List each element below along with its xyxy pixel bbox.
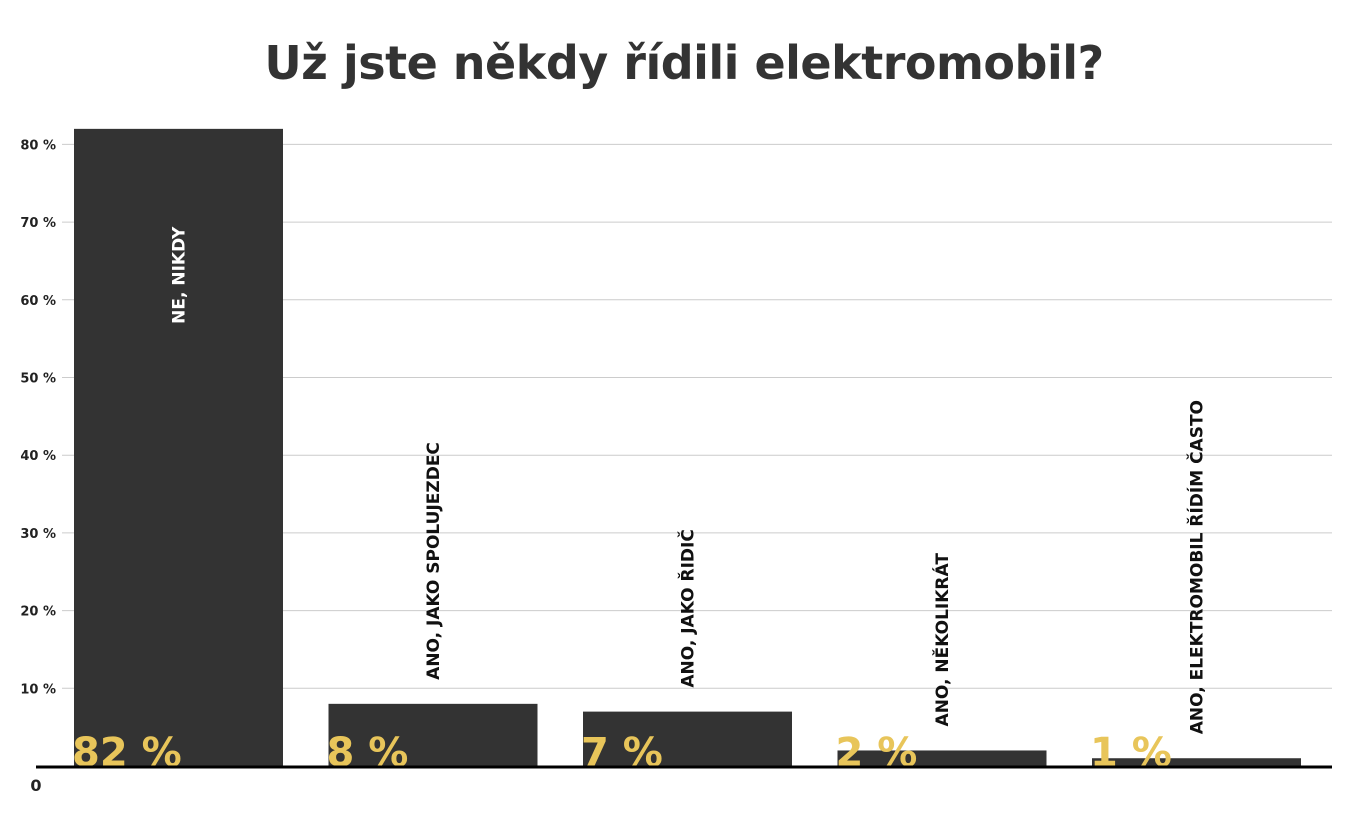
y-tick-label: 20 %: [20, 605, 56, 620]
value-label: 82 %: [72, 730, 182, 776]
value-label: 1 %: [1090, 730, 1172, 776]
category-label: ANO, ELEKTROMOBIL ŘÍDÍM ČASTO: [1186, 400, 1208, 734]
category-label: NE, NIKDY: [170, 226, 190, 324]
bar: [328, 703, 538, 766]
y-tick-label: 80 %: [20, 138, 56, 153]
bar: [583, 711, 792, 766]
y-tick-label: 70 %: [20, 216, 56, 231]
y-tick-label: 10 %: [20, 682, 56, 697]
y-tick-label: 30 %: [20, 527, 56, 542]
value-label: 7 %: [581, 730, 663, 776]
zero-label: 0: [30, 776, 41, 795]
y-tick-label: 40 %: [20, 449, 56, 464]
y-tick-label: 60 %: [20, 294, 56, 309]
category-label: ANO, NĚKOLIKRÁT: [931, 553, 953, 727]
axis-layer: 0: [30, 765, 1332, 795]
category-label: ANO, JAKO ŘIDIČ: [677, 529, 699, 687]
bar: [1092, 758, 1301, 766]
chart-title: Už jste někdy řídili elektromobil?: [264, 36, 1104, 90]
bar: [837, 750, 1047, 766]
value-label: 2 %: [836, 730, 918, 776]
y-tick-label: 50 %: [20, 372, 56, 387]
value-label: 8 %: [327, 730, 409, 776]
bar: [74, 128, 283, 767]
category-label: ANO, JAKO SPOLUJEZDEC: [424, 442, 444, 680]
bars-layer: NE, NIKDY 82 % ANO, JAKO SPOLUJEZDEC 8 % ANO…: [72, 128, 1301, 776]
